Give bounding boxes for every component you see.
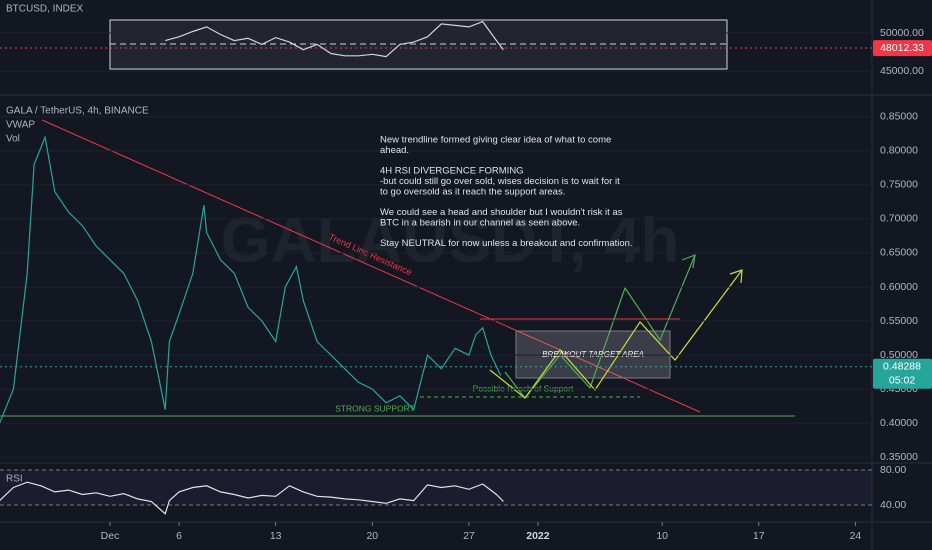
note-line: BTC in a bearish in our channel as seen …	[380, 218, 580, 229]
price-line	[0, 481, 504, 515]
note-line: to go oversold as it reach the support a…	[380, 187, 565, 198]
countdown: 05:02	[889, 375, 915, 387]
y-tick-label: 0.80000	[880, 145, 918, 157]
price-line	[165, 20, 504, 58]
y-tick-label: 0.70000	[880, 213, 918, 225]
target-area	[515, 330, 671, 379]
support-label: STRONG SUPPORT	[335, 403, 415, 413]
last-price-label: 48012.33	[880, 42, 924, 54]
y-tick-label: 0.75000	[880, 179, 918, 191]
note-line: 4H RSI DIVERGENCE FORMING	[380, 166, 524, 177]
last-price-label: 0.48288	[883, 361, 921, 373]
y-tick-label: 0.60000	[880, 281, 918, 293]
x-tick-label: Dec	[101, 530, 120, 542]
y-tick-label: 40.00	[880, 499, 906, 511]
note-line: Stay NEUTRAL for now unless a breakout a…	[380, 238, 633, 249]
x-tick-label: 24	[850, 530, 862, 542]
y-tick-label: 0.55000	[880, 315, 918, 327]
last-price-box	[873, 358, 932, 389]
y-tick-label: 50000.00	[880, 27, 924, 39]
x-tick-label: 20	[366, 530, 378, 542]
price-line	[0, 135, 502, 424]
support-reach-label: Possible Reach of Support	[473, 383, 574, 393]
y-tick-label: 45000.00	[880, 65, 924, 77]
y-tick-label: 80.00	[880, 464, 906, 476]
note-line: We could see a head and shoulder but I w…	[380, 207, 623, 218]
note-line: New trendline formed giving clear idea o…	[380, 135, 611, 146]
x-tick-label: 17	[753, 530, 765, 542]
btc-title: BTCUSD, INDEX	[6, 4, 84, 15]
x-tick-label: 2022	[526, 530, 550, 542]
y-tick-label: 0.85000	[880, 111, 918, 123]
y-tick-label: 0.65000	[880, 247, 918, 259]
y-tick-label: 0.40000	[880, 417, 918, 429]
rsi-band	[0, 469, 872, 506]
x-tick-label: 13	[270, 530, 282, 542]
indicator-label: Vol	[6, 134, 20, 145]
x-tick-label: 10	[656, 530, 668, 542]
last-price-box	[873, 40, 932, 57]
rsi-title: RSI	[6, 474, 23, 485]
note-line: -but could still go over sold, wises dec…	[380, 176, 620, 187]
trendline	[41, 119, 701, 413]
arrow-head	[729, 269, 743, 284]
x-tick-label: 6	[176, 530, 182, 542]
y-tick-label: 0.35000	[880, 451, 918, 463]
arrow-head	[681, 254, 696, 269]
y-tick-label: 0.50000	[880, 349, 918, 361]
watermark: GALAUSDT, 4h	[221, 204, 680, 276]
indicator-label: VWAP	[6, 120, 35, 131]
main-title: GALA / TetherUS, 4h, BINANCE	[6, 106, 149, 117]
projection-yellow	[489, 269, 743, 399]
note-line: ahead.	[380, 145, 409, 156]
x-tick-label: 27	[463, 530, 475, 542]
